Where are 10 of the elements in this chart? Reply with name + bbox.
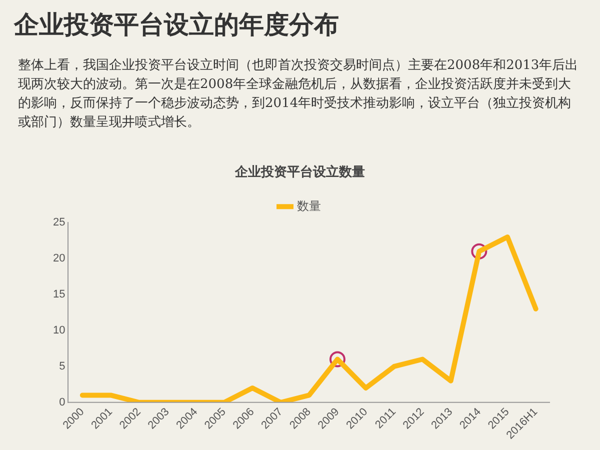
y-tick-label: 20 [52, 252, 66, 265]
y-tick-label: 25 [52, 216, 66, 229]
y-tick-label: 10 [52, 324, 66, 337]
chart-title: 企业投资平台设立的年度分布 [14, 9, 339, 41]
y-tick-label: 0 [59, 396, 66, 408]
chart-subtitle: 企业投资平台设立数量 [234, 164, 365, 180]
legend-label: 数量 [297, 198, 321, 213]
text: 整体上看，我国企业投资平台设立时间（也即首次投资交易时间点）主要在2008年和2013年后出现两次较大的波动。第一次是在2008年全球金融危机后，从数据看，企业投资活跃度并未受到大的影响，反而保持了一个稳步波动态势，到2014年时受技术推动影响，设立平台（独立投资机构或部门）数量呈现井喷式增长。 [18, 57, 580, 132]
y-tick-label: 15 [52, 288, 66, 301]
y-tick-label: 5 [59, 360, 66, 372]
